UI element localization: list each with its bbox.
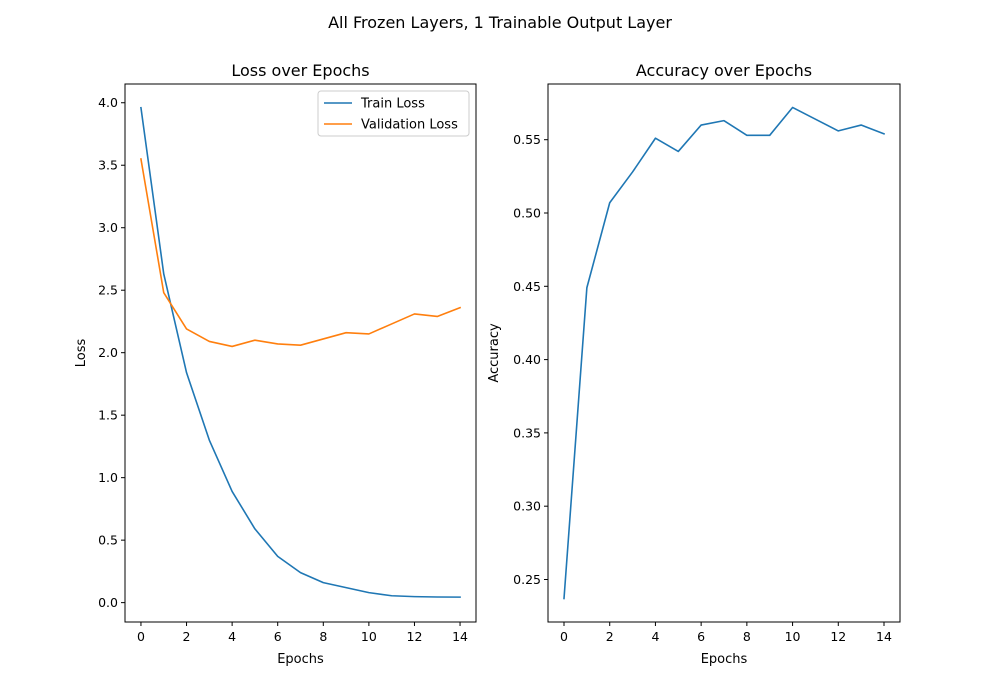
loss-chart-title: Loss over Epochs: [231, 61, 369, 80]
accuracy-chart-ticks: 0 2 4 6 8 10 12 14 0.25 0.30 0.35 0.40 0.45 0.50 0.55: [513, 132, 892, 644]
y-tick-label: 2.5: [98, 283, 118, 298]
y-tick-label: 0.50: [513, 206, 541, 221]
y-tick-label: 0.55: [513, 132, 541, 147]
y-tick-label: 1.5: [98, 408, 118, 423]
loss-chart-frame: [124, 83, 477, 623]
x-tick-label: 0: [560, 629, 568, 644]
y-tick-label: 0.25: [513, 572, 541, 587]
accuracy-chart-y-axis-label: Accuracy: [487, 323, 502, 383]
x-tick-label: 4: [651, 629, 659, 644]
y-tick-label: 0.30: [513, 499, 541, 514]
legend-box: [317, 90, 470, 137]
y-tick-label: 1.0: [98, 470, 118, 485]
y-tick-label: 3.0: [98, 220, 118, 235]
figure-title: All Frozen Layers, 1 Trainable Output La…: [328, 13, 672, 32]
series-0-line: [563, 106, 886, 600]
x-tick-label: 6: [274, 629, 282, 644]
accuracy-chart-frame: [547, 83, 901, 623]
x-tick-label: 2: [183, 629, 191, 644]
x-tick-label: 8: [743, 629, 751, 644]
y-tick-label: 3.5: [98, 158, 118, 173]
x-tick-label: 12: [407, 629, 423, 644]
x-tick-label: 2: [606, 629, 614, 644]
loss-chart-lines: [140, 106, 462, 598]
accuracy-chart-title: Accuracy over Epochs: [636, 61, 812, 80]
loss-chart: Loss over Epochs Epochs Loss 0 2 4 6 8 10 12 14…: [74, 61, 477, 667]
y-tick-label: 0.45: [513, 279, 541, 294]
loss-chart-legend: Train Loss Validation Loss: [317, 90, 470, 137]
loss-chart-ticks: 0 2 4 6 8 10 12 14 0.0 0.5 1.0 1.5 2.0 2.5 3.0 3.5 4.0: [98, 95, 468, 644]
y-tick-label: 0.0: [98, 595, 118, 610]
legend-label-train-loss: Train Loss: [360, 97, 425, 112]
x-tick-label: 0: [137, 629, 145, 644]
y-tick-label: 0.5: [98, 533, 118, 548]
x-tick-label: 4: [228, 629, 236, 644]
accuracy-chart-x-axis-label: Epochs: [701, 652, 748, 667]
x-tick-label: 6: [697, 629, 705, 644]
x-tick-label: 14: [876, 629, 892, 644]
train-loss-line: [140, 106, 461, 598]
y-tick-label: 0.35: [513, 425, 541, 440]
validation-loss-line: [140, 158, 462, 348]
y-tick-label: 4.0: [98, 95, 118, 110]
accuracy-chart: Accuracy over Epochs Epochs Accuracy 0 2 4…: [487, 61, 901, 667]
x-tick-label: 8: [319, 629, 327, 644]
x-tick-label: 10: [361, 629, 377, 644]
accuracy-chart-lines: [563, 106, 886, 600]
loss-chart-x-axis-label: Epochs: [277, 652, 324, 667]
legend-label-validation-loss: Validation Loss: [361, 118, 458, 133]
y-tick-label: 2.0: [98, 345, 118, 360]
x-tick-label: 12: [830, 629, 846, 644]
loss-chart-y-axis-label: Loss: [74, 339, 89, 368]
x-tick-label: 14: [452, 629, 468, 644]
y-tick-label: 0.40: [513, 352, 541, 367]
x-tick-label: 10: [785, 629, 801, 644]
